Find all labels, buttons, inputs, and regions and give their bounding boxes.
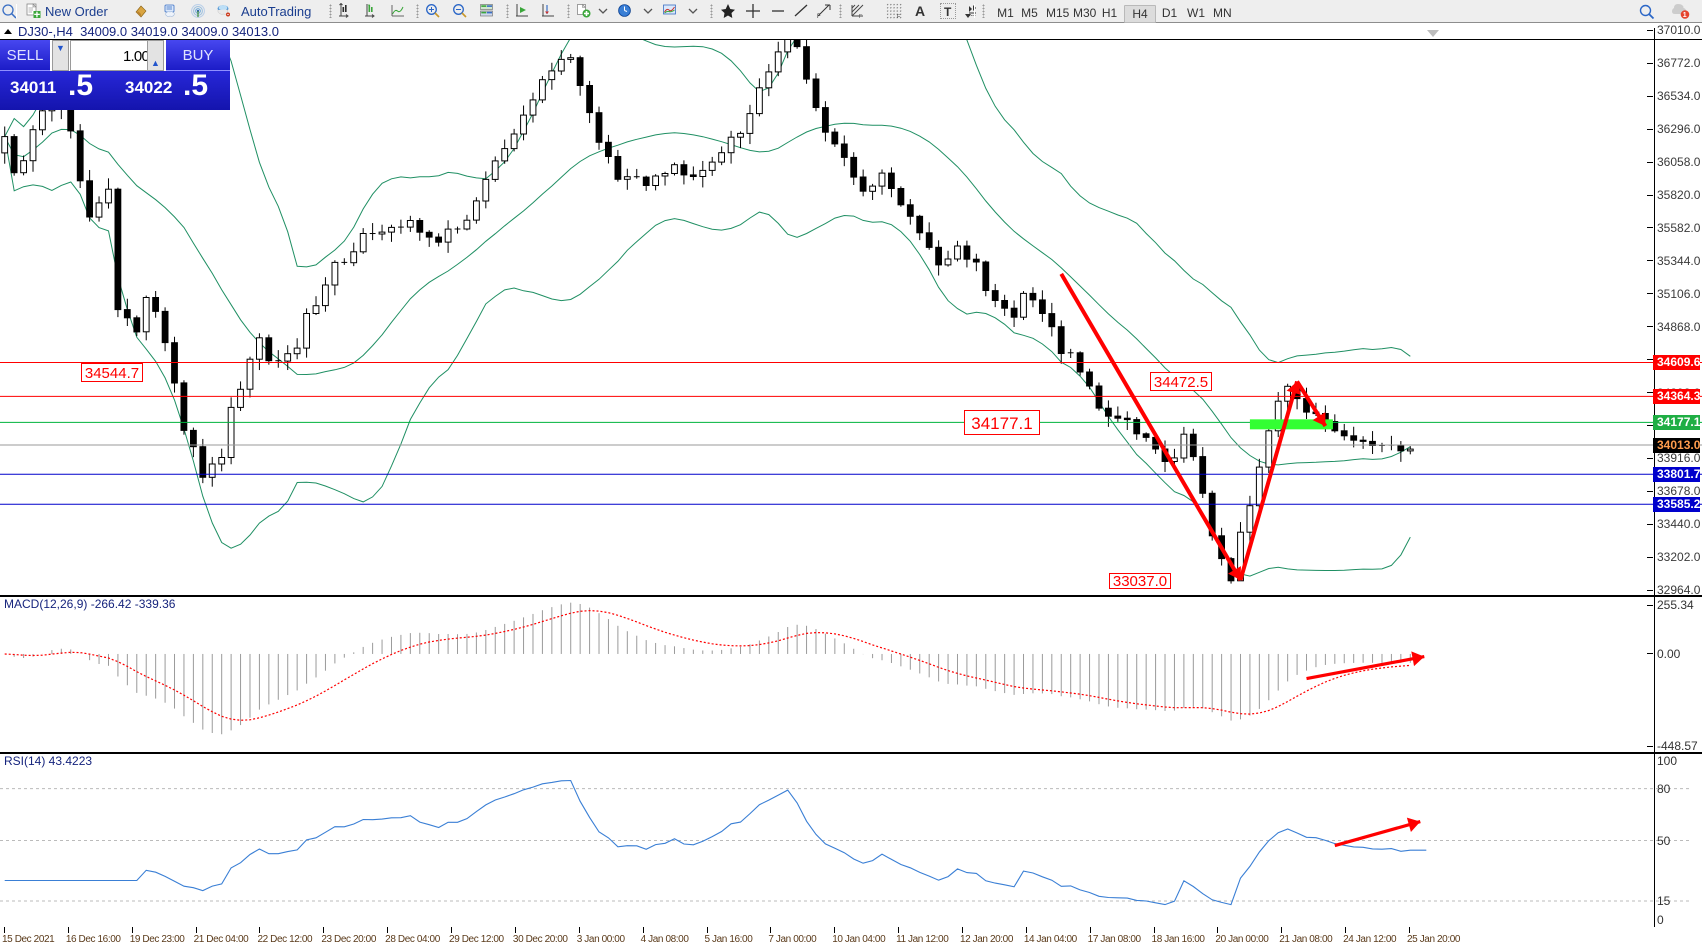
svg-text:RSI(14) 43.4223: RSI(14) 43.4223 (4, 754, 92, 768)
svg-text:F: F (897, 14, 901, 19)
svg-text:A: A (915, 3, 925, 19)
svg-text:T: T (944, 5, 952, 19)
svg-text:F: F (817, 14, 821, 19)
svg-text:MACD(12,26,9) -266.42 -339.36: MACD(12,26,9) -266.42 -339.36 (4, 597, 176, 611)
